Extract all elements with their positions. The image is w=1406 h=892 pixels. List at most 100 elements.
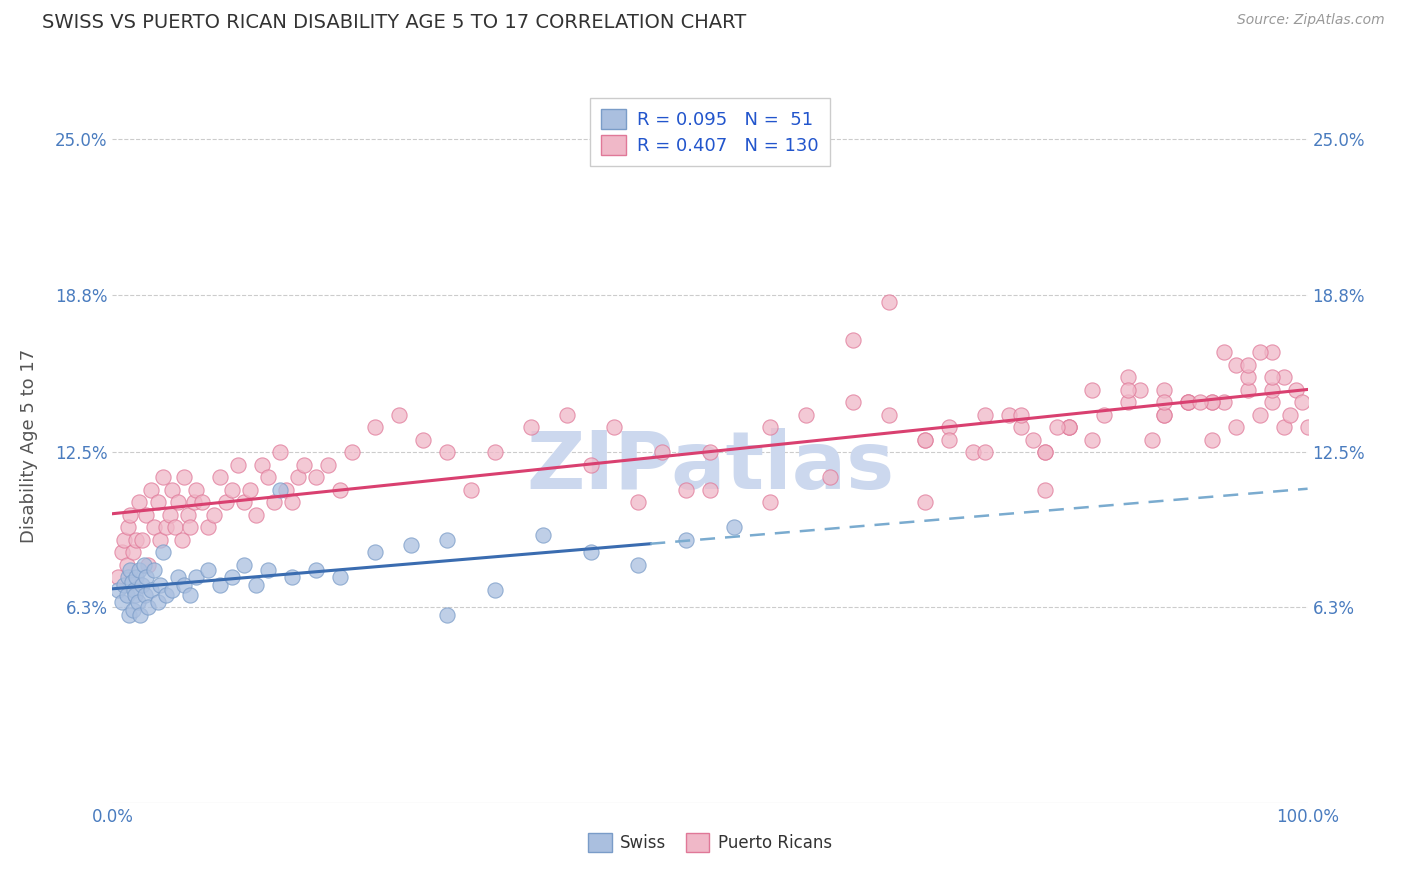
Point <box>125 533 148 547</box>
Point <box>1249 408 1271 422</box>
Point <box>1118 395 1140 409</box>
Point <box>1153 408 1175 422</box>
Point <box>1237 383 1260 397</box>
Point <box>842 333 865 347</box>
Point <box>173 578 195 592</box>
Point <box>1118 370 1140 384</box>
Point <box>179 520 201 534</box>
Point <box>124 588 146 602</box>
Point <box>340 445 363 459</box>
Point <box>132 558 155 572</box>
Point <box>759 420 782 434</box>
Point <box>1033 445 1056 459</box>
Point <box>1177 395 1199 409</box>
Point <box>233 558 256 572</box>
Point <box>143 563 166 577</box>
Point <box>138 558 160 572</box>
Point <box>152 545 174 559</box>
Point <box>1261 383 1284 397</box>
Point <box>555 408 578 422</box>
Point <box>1081 383 1104 397</box>
Point <box>460 483 482 497</box>
Point <box>134 588 156 602</box>
Point <box>1177 395 1199 409</box>
Point <box>627 495 650 509</box>
Point <box>1213 395 1236 409</box>
Point <box>250 458 273 472</box>
Point <box>1296 420 1319 434</box>
Point <box>818 470 841 484</box>
Point <box>186 570 208 584</box>
Point <box>879 408 901 422</box>
Point <box>263 495 285 509</box>
Point <box>117 570 139 584</box>
Point <box>107 570 129 584</box>
Y-axis label: Disability Age 5 to 17: Disability Age 5 to 17 <box>20 349 38 543</box>
Point <box>1033 445 1056 459</box>
Point <box>998 408 1021 422</box>
Point <box>186 483 208 497</box>
Point <box>287 470 309 484</box>
Point <box>974 445 997 459</box>
Text: SWISS VS PUERTO RICAN DISABILITY AGE 5 TO 17 CORRELATION CHART: SWISS VS PUERTO RICAN DISABILITY AGE 5 T… <box>42 13 747 32</box>
Point <box>114 533 135 547</box>
Point <box>401 538 423 552</box>
Point <box>177 508 200 522</box>
Point <box>531 528 554 542</box>
Point <box>1033 483 1056 497</box>
Point <box>1237 358 1260 372</box>
Point <box>1225 420 1247 434</box>
Point <box>221 570 243 584</box>
Point <box>183 495 205 509</box>
Point <box>245 578 267 592</box>
Point <box>115 558 138 572</box>
Point <box>173 470 195 484</box>
Point <box>138 600 160 615</box>
Point <box>226 458 249 472</box>
Point <box>152 470 174 484</box>
Point <box>1261 395 1284 409</box>
Point <box>388 408 411 422</box>
Point <box>1057 420 1080 434</box>
Point <box>197 520 219 534</box>
Point <box>1201 395 1223 409</box>
Point <box>146 595 169 609</box>
Point <box>1153 395 1175 409</box>
Point <box>162 483 183 497</box>
Point <box>651 445 673 459</box>
Point <box>121 545 143 559</box>
Point <box>245 508 267 522</box>
Point <box>111 595 134 609</box>
Point <box>125 570 148 584</box>
Point <box>675 533 697 547</box>
Point <box>131 533 153 547</box>
Point <box>167 495 190 509</box>
Point <box>842 395 865 409</box>
Point <box>143 520 166 534</box>
Point <box>292 458 315 472</box>
Point <box>179 588 201 602</box>
Point <box>120 563 142 577</box>
Point <box>484 445 506 459</box>
Point <box>146 495 169 509</box>
Point <box>107 582 129 597</box>
Point <box>1010 408 1032 422</box>
Point <box>1225 358 1247 372</box>
Point <box>794 408 817 422</box>
Point <box>759 495 782 509</box>
Point <box>938 420 960 434</box>
Point <box>155 588 177 602</box>
Point <box>723 520 745 534</box>
Point <box>233 495 256 509</box>
Point <box>139 483 162 497</box>
Point <box>117 520 139 534</box>
Point <box>1213 345 1236 359</box>
Point <box>149 533 172 547</box>
Point <box>269 483 291 497</box>
Point <box>135 570 157 584</box>
Point <box>1010 420 1032 434</box>
Point <box>699 445 721 459</box>
Text: Source: ZipAtlas.com: Source: ZipAtlas.com <box>1237 13 1385 28</box>
Point <box>879 295 901 310</box>
Point <box>520 420 543 434</box>
